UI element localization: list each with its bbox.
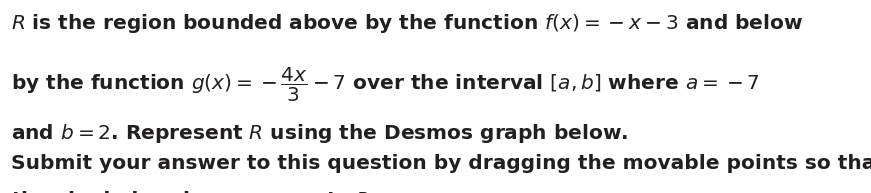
Text: Submit your answer to this question by dragging the movable points so that: Submit your answer to this question by d… [11, 154, 871, 173]
Text: by the function $g(x) = -\dfrac{4x}{3} - 7$ over the interval $[a, b]$ where $a : by the function $g(x) = -\dfrac{4x}{3} -… [11, 66, 760, 104]
Text: and $b = 2$. Represent $R$ using the Desmos graph below.: and $b = 2$. Represent $R$ using the Des… [11, 122, 629, 145]
Text: $R$ is the region bounded above by the function $f(x) = -x - 3$ and below: $R$ is the region bounded above by the f… [11, 12, 803, 35]
Text: the shaded region represents $R$.: the shaded region represents $R$. [11, 189, 377, 193]
